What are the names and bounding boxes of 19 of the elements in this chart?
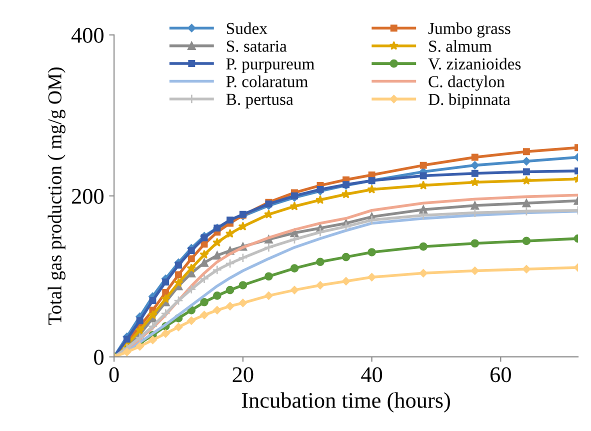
x-tick-label: 40 <box>361 367 382 382</box>
y-axis-title: Total gas production ( mg/g OM) <box>48 68 66 325</box>
legend-label: V. zizanioides <box>428 58 521 70</box>
legend-label: B. pertusa <box>226 94 294 108</box>
x-tick-label: 20 <box>232 367 254 382</box>
y-tick-label: 200 <box>72 188 104 204</box>
y-tick-label: 400 <box>71 28 104 43</box>
legend-label: P. purpureum <box>226 58 314 73</box>
legend-label: Jumbo grass <box>428 22 510 38</box>
legend-label: P. colaratum <box>226 76 308 88</box>
legend-label: D. bipinnata <box>428 93 510 108</box>
x-tick-label: 60 <box>490 367 511 382</box>
legend-label: C. dactylon <box>428 76 505 91</box>
x-tick-label: 0 <box>109 367 119 382</box>
legend-label: Sudex <box>226 22 268 34</box>
x-axis-title: Incubation time (hours) <box>242 392 450 412</box>
legend-label: S. almum <box>429 40 492 52</box>
y-tick-label: 0 <box>94 350 104 365</box>
legend-label: S. sataria <box>226 40 287 52</box>
